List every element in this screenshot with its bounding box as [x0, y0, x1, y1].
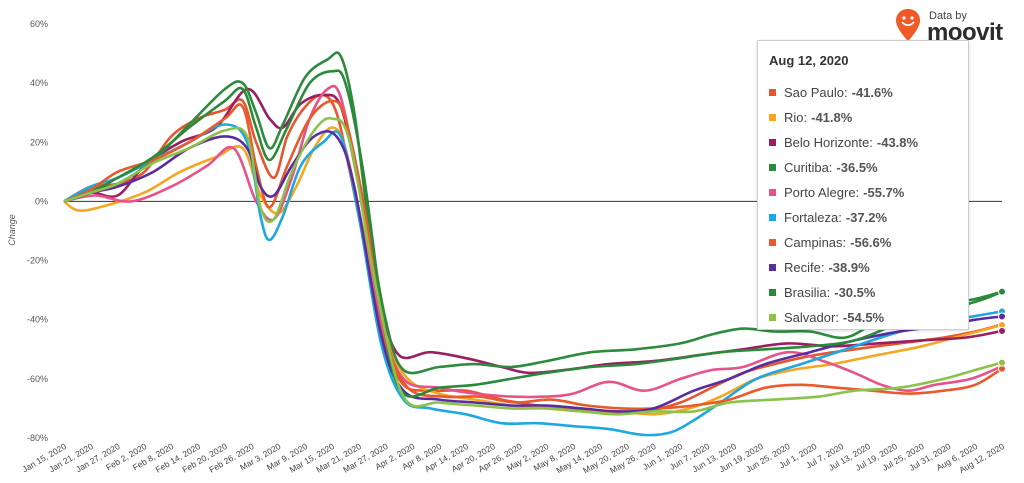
tooltip-row: Brasilia: -30.5%: [769, 280, 918, 305]
y-tick-label: 40%: [30, 78, 48, 88]
tooltip-series-value: -41.8%: [811, 110, 853, 125]
series-endpoint-marker[interactable]: [998, 358, 1006, 367]
series-color-swatch: [769, 164, 776, 171]
tooltip-series-label: Fortaleza:: [784, 210, 842, 225]
tooltip-series-label: Belo Horizonte:: [784, 135, 873, 150]
series-color-swatch: [769, 139, 776, 146]
y-axis-label: Change: [7, 214, 17, 246]
tooltip-series-value: -41.6%: [851, 85, 893, 100]
tooltip-series-value: -54.5%: [842, 310, 885, 325]
y-tick-label: 60%: [30, 19, 48, 29]
tooltip-series-value: -56.6%: [850, 235, 892, 250]
tooltip-series-label: Salvador:: [784, 310, 839, 325]
y-tick-label: -20%: [27, 256, 48, 266]
tooltip-row: Curitiba: -36.5%: [769, 155, 918, 180]
tooltip-row: Belo Horizonte: -43.8%: [769, 130, 918, 155]
y-tick-label: -60%: [27, 374, 48, 384]
series-endpoint-marker[interactable]: [998, 312, 1006, 321]
tooltip-series-label: Porto Alegre:: [784, 185, 860, 200]
series-line-salvador[interactable]: [63, 116, 1003, 416]
tooltip-series-label: Curitiba:: [784, 160, 833, 175]
tooltip-series-label: Sao Paulo:: [784, 85, 848, 100]
tooltip-series-label: Campinas:: [784, 235, 847, 250]
tooltip-series-label: Brasilia:: [784, 285, 831, 300]
y-tick-label: 20%: [30, 137, 48, 147]
y-axis-ticks: 60% 40% 20% 0% -20% -40% -60% -80%: [27, 19, 48, 443]
tooltip-series-label: Recife:: [784, 260, 825, 275]
series-line-porto-alegre[interactable]: [63, 84, 1003, 399]
series-endpoints: [998, 287, 1006, 373]
series-endpoint-marker[interactable]: [998, 326, 1006, 335]
series-line-curitiba[interactable]: [63, 51, 1003, 375]
series-color-swatch: [769, 189, 776, 196]
tooltip-row: Porto Alegre: -55.7%: [769, 180, 918, 205]
tooltip-series-value: -37.2%: [845, 210, 888, 225]
series-lines: [63, 51, 1003, 437]
tooltip-row: Sao Paulo: -41.6%: [769, 80, 918, 105]
series-endpoint-marker[interactable]: [998, 287, 1006, 296]
series-color-swatch: [769, 314, 776, 321]
tooltip-series-value: -30.5%: [834, 285, 876, 300]
tooltip-row: Campinas: -56.6%: [769, 230, 918, 255]
tooltip-row: Recife: -38.9%: [769, 255, 918, 280]
tooltip-row: Rio: -41.8%: [769, 105, 918, 130]
tooltip-series-value: -55.7%: [863, 185, 905, 200]
hover-tooltip: Aug 12, 2020 Sao Paulo: -41.6% Rio: -41.8% B…: [757, 40, 969, 330]
series-line-recife[interactable]: [63, 130, 1003, 413]
series-color-swatch: [769, 89, 776, 96]
tooltip-series-value: -38.9%: [828, 260, 870, 275]
tooltip-series-label: Rio:: [784, 110, 808, 125]
series-line-rio[interactable]: [63, 126, 1003, 416]
series-color-swatch: [769, 214, 776, 221]
tooltip-series-value: -36.5%: [836, 160, 878, 175]
tooltip-series-value: -43.8%: [876, 135, 919, 150]
moovit-smiley-pin-icon: [896, 9, 920, 41]
brand-data-by-text: Data by: [929, 10, 967, 22]
series-color-swatch: [769, 239, 776, 246]
series-color-swatch: [769, 289, 776, 296]
tooltip-date: Aug 12, 2020: [769, 53, 849, 68]
y-tick-label: -40%: [27, 315, 48, 325]
series-color-swatch: [769, 264, 776, 271]
tooltip-row: Fortaleza: -37.2%: [769, 205, 918, 230]
series-color-swatch: [769, 114, 776, 121]
series-line-sao-paulo[interactable]: [63, 93, 1003, 414]
y-tick-label: 0%: [35, 196, 48, 206]
tooltip-row: Salvador: -54.5%: [769, 305, 918, 330]
y-tick-label: -80%: [27, 433, 48, 443]
series-line-campinas[interactable]: [63, 99, 1003, 411]
tooltip-list: Sao Paulo: -41.6% Rio: -41.8% Belo Horizonte…: [769, 80, 918, 330]
